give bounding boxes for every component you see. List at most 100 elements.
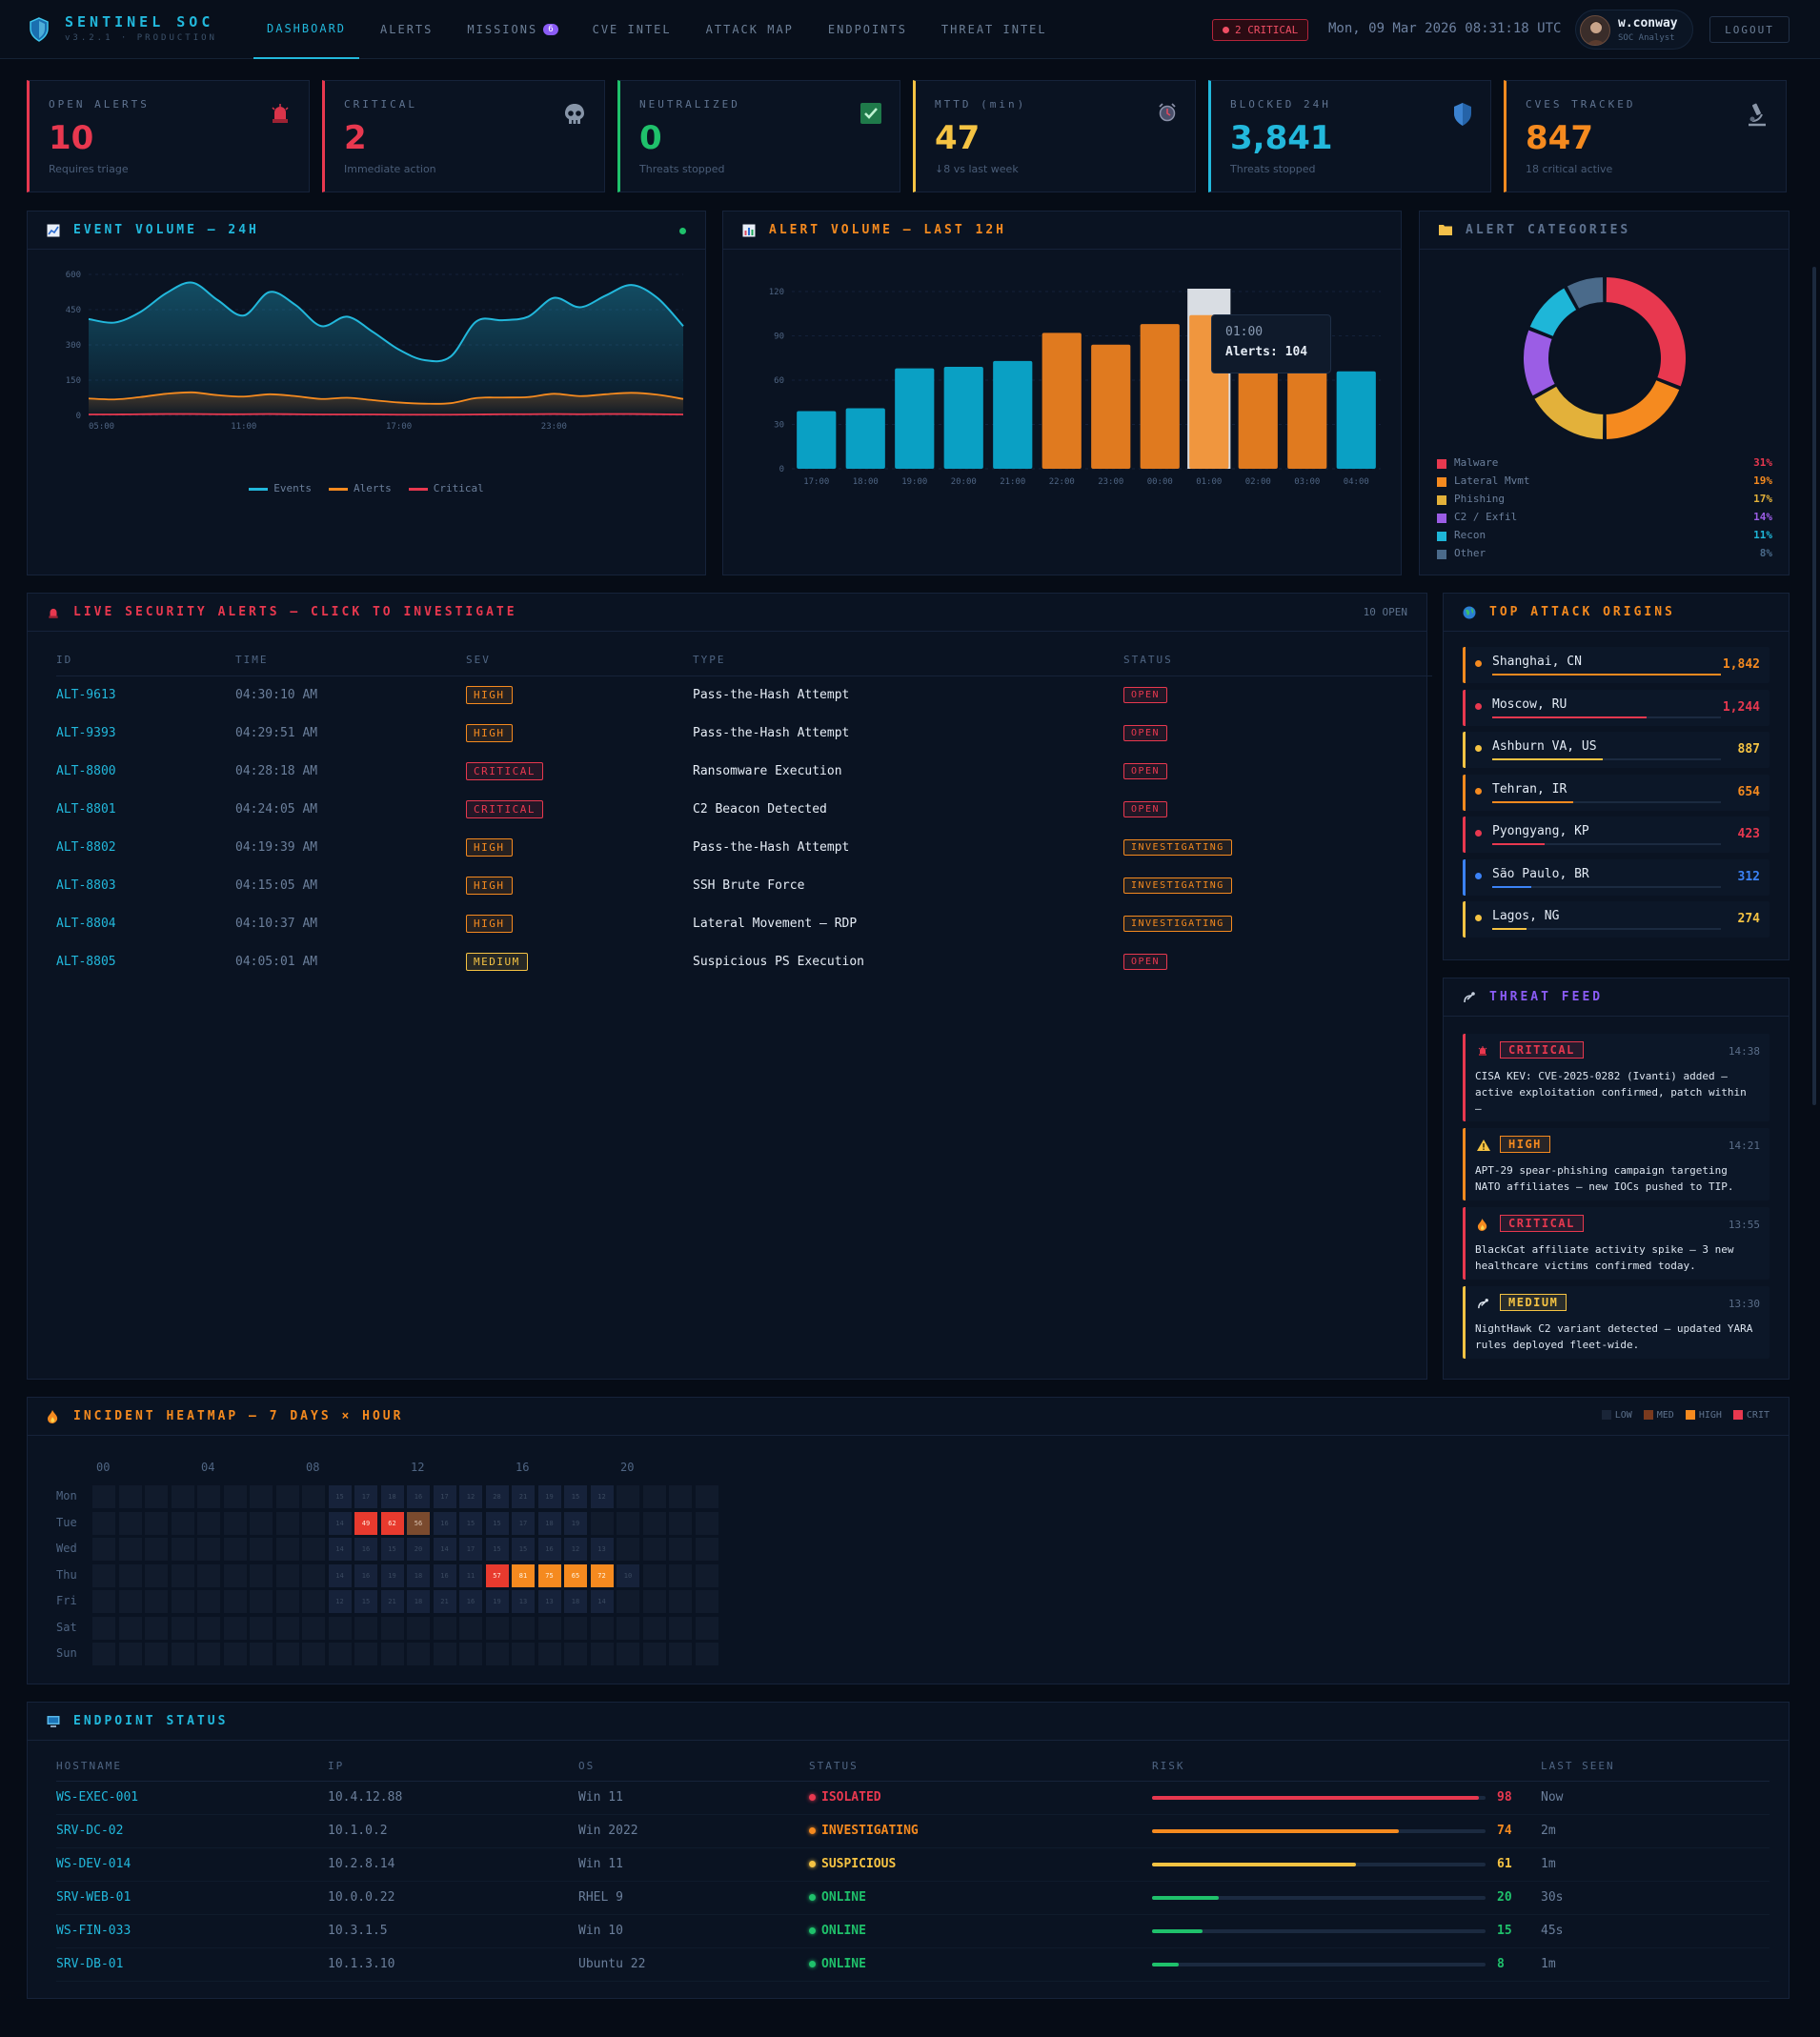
heatmap-cell[interactable]: 11 xyxy=(459,1563,482,1587)
heatmap-cell[interactable] xyxy=(118,1616,142,1640)
heatmap-cell[interactable] xyxy=(695,1485,718,1508)
heatmap-cell[interactable] xyxy=(250,1511,273,1535)
slice-other[interactable] xyxy=(1565,274,1606,312)
heatmap-cell[interactable]: 18 xyxy=(407,1563,430,1587)
heatmap-cell[interactable]: 13 xyxy=(537,1590,561,1613)
heatmap-cell[interactable] xyxy=(590,1643,614,1665)
heatmap-cell[interactable]: 14 xyxy=(328,1563,352,1587)
heatmap-cell[interactable]: 15 xyxy=(328,1485,352,1508)
origin-item[interactable]: Pyongyang, KP 423 xyxy=(1463,817,1769,853)
heatmap-cell[interactable]: 16 xyxy=(537,1538,561,1561)
alert-id[interactable]: ALT-9393 xyxy=(56,725,116,740)
heatmap-cell[interactable] xyxy=(354,1643,377,1665)
heatmap-cell[interactable] xyxy=(407,1616,430,1640)
heatmap-cell[interactable]: 19 xyxy=(564,1511,587,1535)
heatmap-cell[interactable] xyxy=(695,1643,718,1665)
heatmap-cell[interactable] xyxy=(197,1590,220,1613)
heatmap-cell[interactable]: 56 xyxy=(407,1511,430,1535)
heatmap-cell[interactable]: 19 xyxy=(380,1563,404,1587)
endpoint-row[interactable]: SRV-DB-01 10.1.3.10 Ubuntu 22 ONLINE 8 1m xyxy=(56,1947,1769,1982)
heatmap-cell[interactable]: 18 xyxy=(537,1511,561,1535)
heatmap-cell[interactable]: 14 xyxy=(433,1538,456,1561)
heatmap-cell[interactable]: 20 xyxy=(407,1538,430,1561)
heatmap-cell[interactable]: 14 xyxy=(590,1590,614,1613)
heatmap-cell[interactable] xyxy=(695,1616,718,1640)
heatmap-cell[interactable] xyxy=(250,1485,273,1508)
heatmap-cell[interactable] xyxy=(250,1538,273,1561)
feed-item[interactable]: CRITICAL 14:38 CISA KEV: CVE-2025-0282 (Iv… xyxy=(1463,1034,1769,1121)
heatmap-cell[interactable]: 21 xyxy=(380,1590,404,1613)
heatmap-cell[interactable] xyxy=(328,1643,352,1665)
heatmap-cell[interactable] xyxy=(669,1590,692,1613)
heatmap-cell[interactable] xyxy=(669,1538,692,1561)
heatmap-cell[interactable] xyxy=(642,1590,666,1613)
nav-threat-intel[interactable]: THREAT INTEL xyxy=(928,0,1061,59)
bar-1800[interactable] xyxy=(845,408,885,469)
origin-item[interactable]: Moscow, RU 1,244 xyxy=(1463,689,1769,726)
heatmap-cell[interactable] xyxy=(197,1538,220,1561)
heatmap-cell[interactable]: 13 xyxy=(590,1538,614,1561)
heatmap-cell[interactable] xyxy=(537,1616,561,1640)
nav-cve-intel[interactable]: CVE INTEL xyxy=(579,0,685,59)
heatmap-cell[interactable]: 15 xyxy=(354,1590,377,1613)
heatmap-cell[interactable]: 15 xyxy=(564,1485,587,1508)
nav-alerts[interactable]: ALERTS xyxy=(367,0,446,59)
heatmap-cell[interactable] xyxy=(407,1643,430,1665)
heatmap-cell[interactable]: 15 xyxy=(485,1511,509,1535)
heatmap-cell[interactable] xyxy=(92,1590,115,1613)
alert-id[interactable]: ALT-8801 xyxy=(56,801,116,817)
heatmap-cell[interactable] xyxy=(145,1538,168,1561)
heatmap-cell[interactable] xyxy=(223,1643,247,1665)
heatmap-cell[interactable] xyxy=(171,1616,194,1640)
heatmap-cell[interactable] xyxy=(197,1616,220,1640)
heatmap-cell[interactable]: 81 xyxy=(512,1563,535,1587)
heatmap-cell[interactable]: 17 xyxy=(512,1511,535,1535)
heatmap-cell[interactable] xyxy=(223,1616,247,1640)
heatmap-cell[interactable] xyxy=(590,1511,614,1535)
feed-item[interactable]: CRITICAL 13:55 BlackCat affiliate activity… xyxy=(1463,1207,1769,1280)
feed-item[interactable]: HIGH 14:21 APT-29 spear-phishing campaign … xyxy=(1463,1128,1769,1200)
heatmap-cell[interactable] xyxy=(695,1511,718,1535)
bar-2200[interactable] xyxy=(1041,333,1082,469)
alert-row[interactable]: ALT-8800 04:28:18 AM CRITICAL Ransomware Ex… xyxy=(56,752,1432,790)
heatmap-cell[interactable] xyxy=(380,1643,404,1665)
endpoint-row[interactable]: WS-DEV-014 10.2.8.14 Win 11 SUSPICIOUS 61 1m xyxy=(56,1847,1769,1882)
heatmap-cell[interactable]: 10 xyxy=(617,1563,639,1587)
alert-id[interactable]: ALT-8805 xyxy=(56,954,116,969)
heatmap-cell[interactable]: 15 xyxy=(512,1538,535,1561)
heatmap-cell[interactable] xyxy=(669,1643,692,1665)
heatmap-cell[interactable] xyxy=(223,1511,247,1535)
heatmap-cell[interactable] xyxy=(302,1590,325,1613)
endpoint-row[interactable]: WS-EXEC-001 10.4.12.88 Win 11 ISOLATED 98 Now xyxy=(56,1781,1769,1815)
nav-attack-map[interactable]: ATTACK MAP xyxy=(693,0,807,59)
heatmap-cell[interactable]: 16 xyxy=(354,1538,377,1561)
kpi-open-alerts[interactable]: OPEN ALERTS 10 Requires triage xyxy=(27,80,310,192)
heatmap-cell[interactable]: 12 xyxy=(590,1485,614,1508)
heatmap-cell[interactable] xyxy=(197,1511,220,1535)
heatmap-cell[interactable] xyxy=(250,1616,273,1640)
heatmap-cell[interactable] xyxy=(275,1643,299,1665)
heatmap-cell[interactable] xyxy=(433,1643,456,1665)
bar-1700[interactable] xyxy=(797,411,837,469)
heatmap-cell[interactable] xyxy=(92,1485,115,1508)
bar-0400[interactable] xyxy=(1336,371,1376,469)
alert-id[interactable]: ALT-8803 xyxy=(56,877,116,893)
heatmap-cell[interactable]: 75 xyxy=(537,1563,561,1587)
heatmap-cell[interactable] xyxy=(302,1563,325,1587)
origin-item[interactable]: Shanghai, CN 1,842 xyxy=(1463,647,1769,683)
heatmap-cell[interactable] xyxy=(302,1538,325,1561)
heatmap-cell[interactable] xyxy=(617,1511,639,1535)
alert-row[interactable]: ALT-8803 04:15:05 AM HIGH SSH Brute Force IN… xyxy=(56,866,1432,904)
bar-2100[interactable] xyxy=(993,360,1033,469)
user-chip[interactable]: w.conway SOC Analyst xyxy=(1575,10,1693,50)
heatmap-cell[interactable]: 14 xyxy=(328,1511,352,1535)
heatmap-cell[interactable]: 21 xyxy=(433,1590,456,1613)
heatmap-cell[interactable] xyxy=(223,1538,247,1561)
heatmap-cell[interactable]: 18 xyxy=(407,1590,430,1613)
logout-button[interactable]: LOGOUT xyxy=(1709,16,1790,43)
heatmap-cell[interactable]: 15 xyxy=(380,1538,404,1561)
nav-endpoints[interactable]: ENDPOINTS xyxy=(815,0,920,59)
heatmap-cell[interactable]: 18 xyxy=(380,1485,404,1508)
kpi-mttd[interactable]: MTTD (min) 47 ↓8 vs last week xyxy=(913,80,1196,192)
endpoint-hostname[interactable]: WS-FIN-033 xyxy=(56,1914,328,1948)
